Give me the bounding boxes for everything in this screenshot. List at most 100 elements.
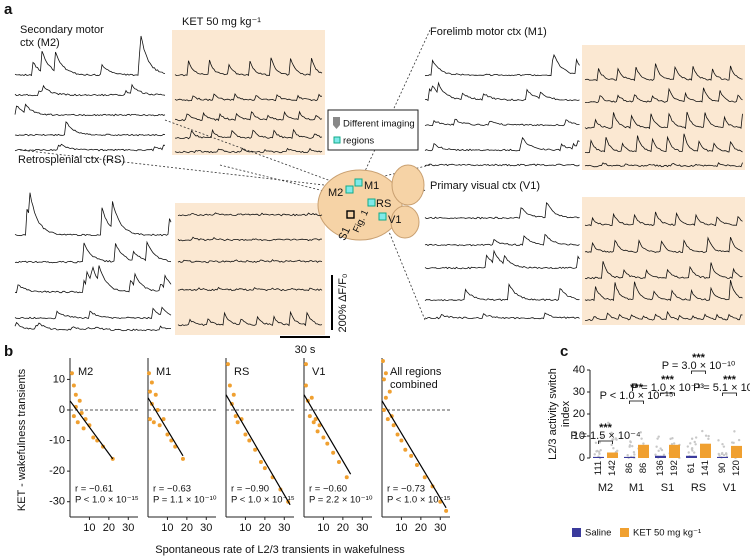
x-tick-label: V1 [723, 482, 736, 494]
sig-bracket [691, 370, 706, 374]
bar [700, 443, 711, 458]
cell-dot [722, 445, 726, 448]
trace [584, 111, 743, 130]
x-tick-label: 10 [239, 522, 251, 534]
x-tick-label: 10 [395, 522, 407, 534]
trace [177, 286, 323, 292]
traces [14, 35, 743, 332]
cell-dot [633, 453, 636, 456]
trace [174, 93, 323, 102]
trace [584, 63, 743, 82]
point [380, 359, 385, 364]
trace [174, 57, 323, 77]
cell-dot [596, 449, 599, 453]
cell-dot [657, 449, 660, 453]
trace [584, 87, 743, 104]
region-label: Retrosplenial ctx (RS) [18, 154, 125, 166]
trace [14, 143, 166, 152]
point [149, 380, 154, 385]
trace [584, 310, 743, 322]
trace [424, 202, 580, 220]
cell-dot [725, 453, 728, 456]
point [381, 377, 386, 382]
point [77, 398, 82, 403]
cell-dot [721, 451, 724, 455]
trace [174, 147, 323, 154]
cell-dot [610, 443, 613, 447]
cell-dot [593, 453, 596, 456]
point [317, 423, 322, 428]
trace [584, 211, 743, 227]
trace [424, 312, 580, 320]
cell-dot [632, 451, 636, 454]
point [75, 420, 80, 425]
fit-line [69, 400, 114, 460]
trace [584, 280, 743, 302]
cell-dot [690, 437, 694, 440]
trace [14, 103, 166, 117]
y-tick-label: 0 [579, 452, 585, 464]
cell-dot [660, 448, 664, 452]
annotation: P = 2.2 × 10⁻¹⁰ [309, 495, 373, 506]
panel-title: V1 [312, 366, 325, 378]
trace [14, 321, 171, 332]
bar [669, 444, 680, 458]
x-axis-title: Spontaneous rate of L2/3 transients in w… [155, 544, 405, 556]
panel-title: RS [234, 366, 249, 378]
x-tick-label: 30 [278, 522, 290, 534]
y-tick-label: 40 [573, 364, 585, 376]
trace [14, 265, 172, 294]
y-tick-label: 10 [573, 430, 585, 442]
point [258, 459, 263, 464]
cell-dot [669, 437, 672, 441]
trace [174, 110, 323, 122]
point [403, 447, 408, 452]
bar [686, 455, 697, 458]
sig-stars: *** [723, 374, 737, 386]
region-label: Forelimb motor ctx (M1) [430, 26, 547, 38]
panel-title: All regions [390, 366, 442, 378]
point [391, 423, 396, 428]
cell-dot [597, 450, 601, 454]
sig-bracket [660, 392, 675, 396]
x-tick-label: 10 [161, 522, 173, 534]
x-tick-label: M2 [598, 482, 613, 494]
y-tick-label: 20 [573, 408, 585, 420]
point [321, 435, 326, 440]
x-tick-label: 30 [356, 522, 368, 534]
legend-swatch [620, 528, 629, 537]
x-tick-label: 10 [83, 522, 95, 534]
annotation: r = −0.90 [231, 484, 269, 495]
cell-dot [626, 454, 629, 457]
point [79, 411, 84, 416]
annotation: r = −0.61 [75, 484, 113, 495]
annotation: r = −0.60 [309, 484, 347, 495]
n-label: 86 [624, 463, 635, 474]
x-tick-label: 20 [181, 522, 193, 534]
brain-label: S1 [336, 225, 353, 242]
legend-swatch [572, 528, 581, 537]
trace [584, 236, 743, 253]
annotation: r = −0.73 [387, 484, 425, 495]
cell-dot [600, 435, 603, 438]
x-tick-label: 20 [103, 522, 115, 534]
point [81, 426, 86, 431]
cell-dot [721, 442, 724, 446]
cell-dot [722, 453, 726, 457]
fit-line [225, 394, 291, 506]
brain [317, 164, 425, 241]
n-label: 111 [593, 461, 604, 475]
annotation: P < 1.0 × 10⁻¹⁵ [75, 495, 139, 506]
x-tick-label: 30 [200, 522, 212, 534]
trace [424, 283, 580, 302]
cell-dot [599, 448, 602, 452]
n-label: 141 [700, 460, 711, 476]
y-tick-label: -20 [49, 465, 65, 477]
sig-stars: *** [630, 382, 644, 394]
point [71, 383, 76, 388]
cell-dot [639, 431, 642, 434]
point [161, 417, 166, 422]
cell-dot [704, 434, 708, 437]
trace [175, 128, 323, 140]
